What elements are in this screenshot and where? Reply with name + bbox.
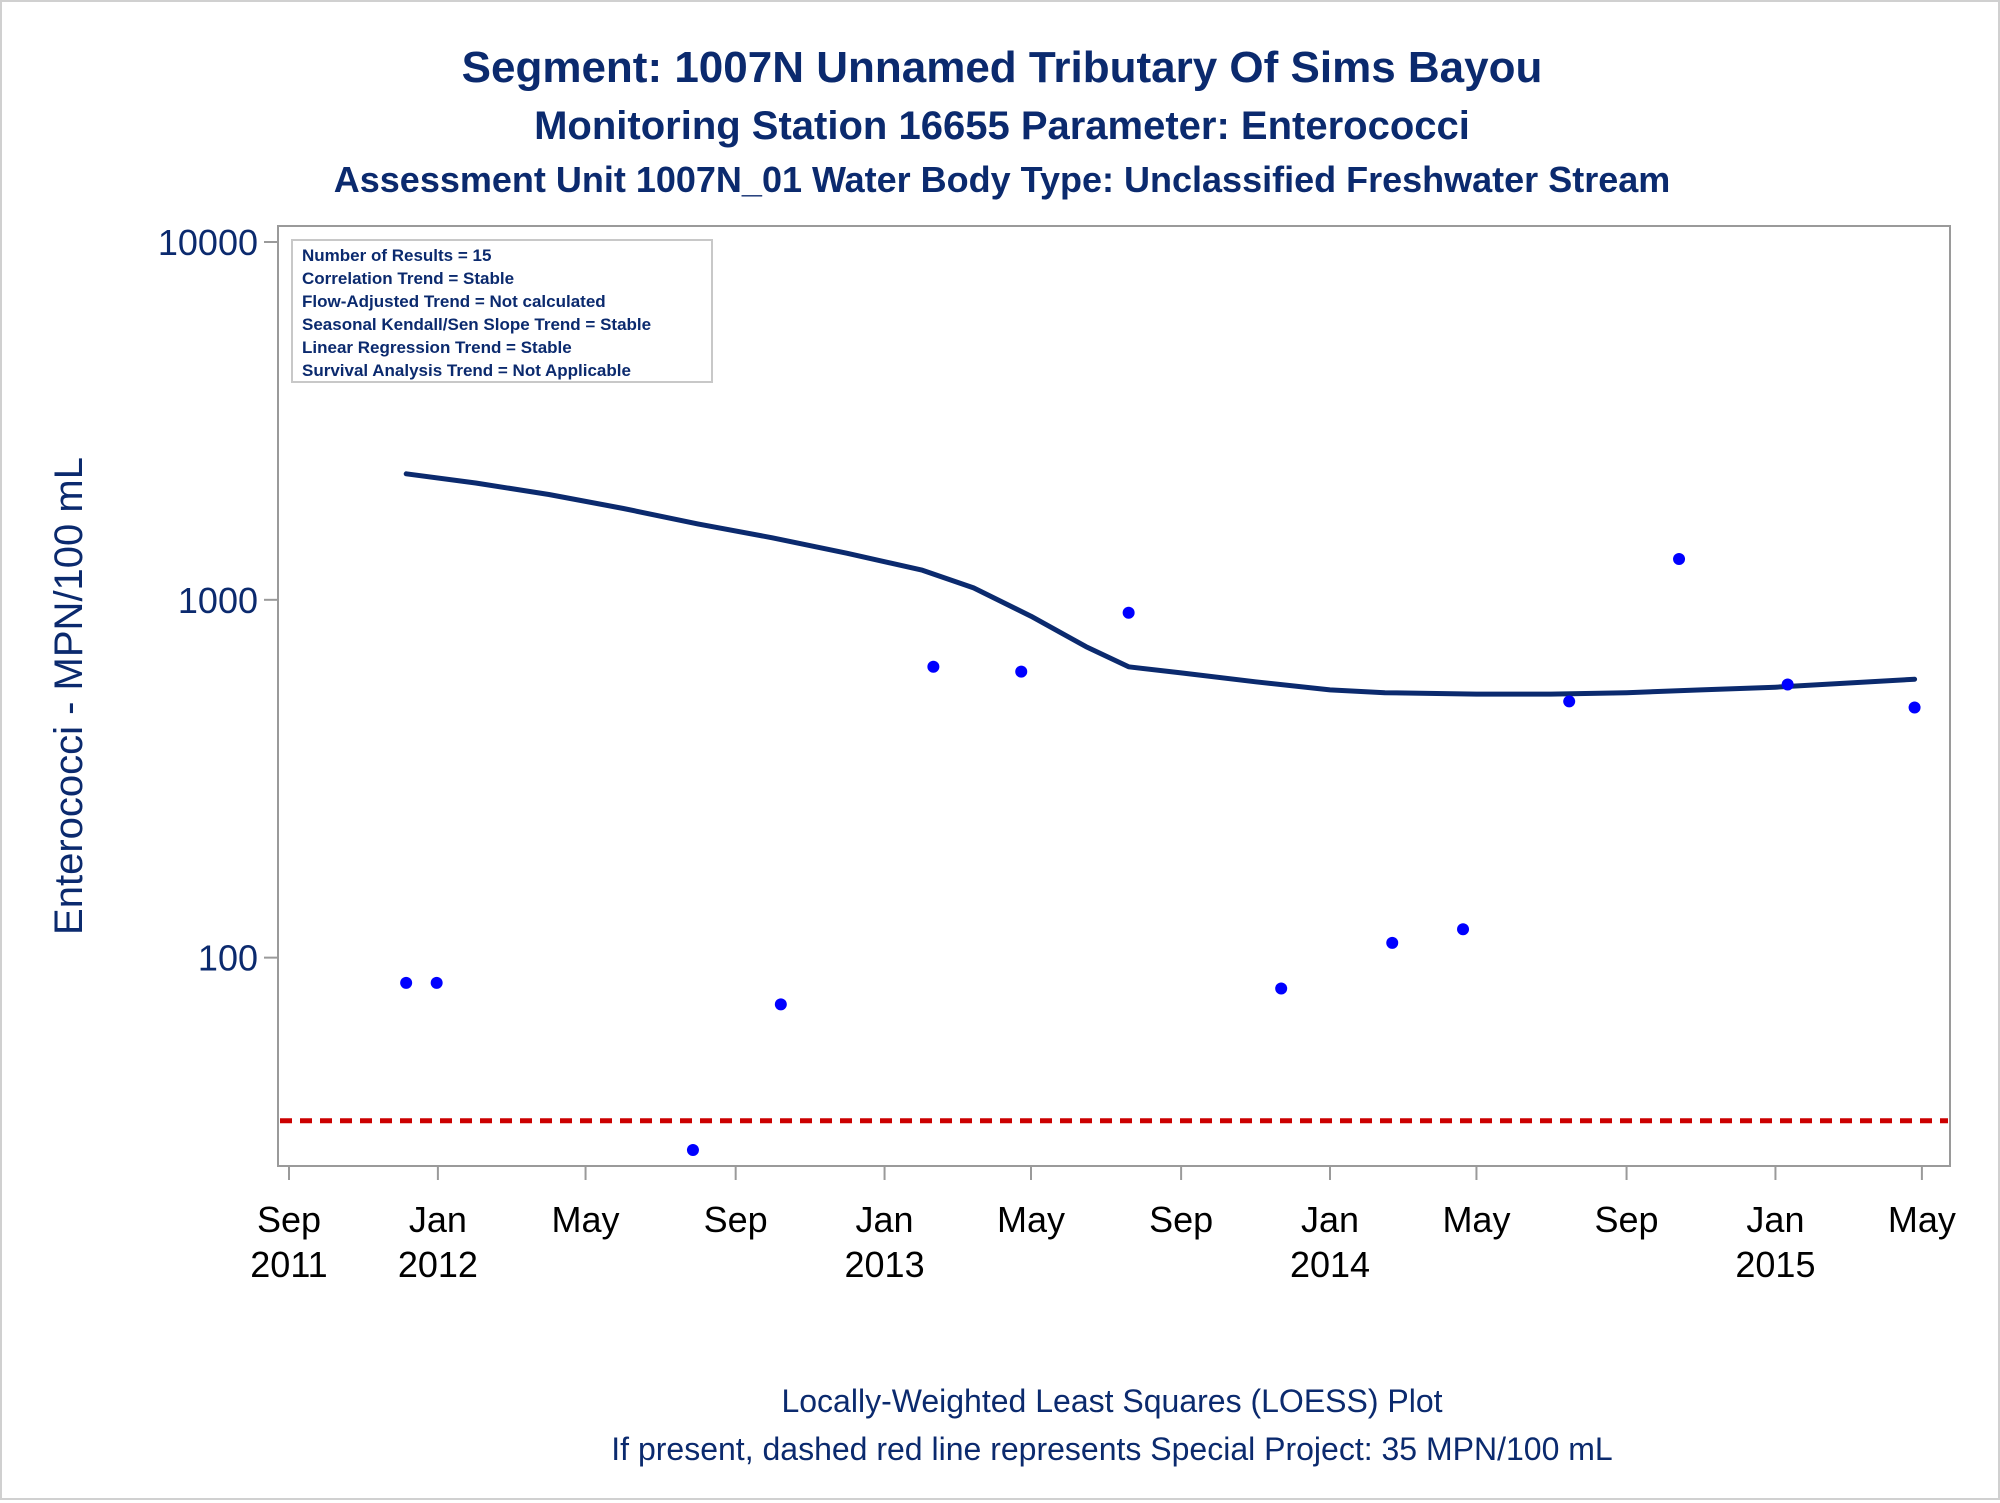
y-axis: 100 1000 10000: [158, 222, 278, 979]
x-tick-label-month: May: [997, 1199, 1065, 1240]
data-point: [1122, 606, 1135, 619]
data-point: [400, 976, 413, 989]
x-tick-label-year: 2011: [250, 1244, 327, 1285]
x-tick-label-month: May: [1888, 1199, 1956, 1240]
x-tick-label-month: May: [552, 1199, 620, 1240]
stat-linear-regression-trend: Linear Regression Trend = Stable: [302, 338, 572, 357]
footnote-loess: Locally-Weighted Least Squares (LOESS) P…: [781, 1383, 1442, 1419]
chart-title: Segment: 1007N Unnamed Tributary Of Sims…: [462, 43, 1543, 92]
stats-box: Number of Results = 15 Correlation Trend…: [291, 239, 713, 383]
stat-seasonal-kendall-trend: Seasonal Kendall/Sen Slope Trend = Stabl…: [302, 315, 651, 334]
footnote-reference: If present, dashed red line represents S…: [611, 1431, 1612, 1467]
y-tick-label: 10000: [158, 222, 258, 263]
stat-correlation-trend: Correlation Trend = Stable: [302, 269, 514, 288]
data-point: [686, 1144, 699, 1156]
x-tick-label-month: Jan: [1746, 1199, 1804, 1240]
data-point: [430, 976, 443, 989]
y-tick-label: 100: [198, 938, 258, 979]
stat-survival-analysis-trend: Survival Analysis Trend = Not Applicable: [302, 361, 631, 380]
stats-box-frame: [291, 239, 713, 383]
x-tick-label-month: Sep: [1595, 1199, 1659, 1240]
data-point: [1275, 982, 1288, 995]
data-point: [1908, 701, 1921, 714]
loess-line-group: [403, 471, 1918, 697]
y-tick-label: 1000: [178, 580, 258, 621]
x-tick-label-month: Jan: [1301, 1199, 1359, 1240]
x-tick-label-year: 2015: [1735, 1244, 1815, 1285]
x-tick-label-month: Sep: [257, 1199, 321, 1240]
data-point: [1781, 678, 1794, 691]
x-tick-label-month: May: [1442, 1199, 1510, 1240]
x-tick-label-month: Jan: [856, 1199, 914, 1240]
stat-flow-adjusted-trend: Flow-Adjusted Trend = Not calculated: [302, 292, 606, 311]
data-point: [1673, 553, 1686, 566]
x-tick-label-year: 2014: [1290, 1244, 1370, 1285]
data-point: [1457, 923, 1470, 936]
data-point: [927, 660, 940, 673]
chart-subtitle: Monitoring Station 16655 Parameter: Ente…: [534, 104, 1470, 148]
x-tick-label-month: Sep: [704, 1199, 768, 1240]
x-tick-label-month: Sep: [1149, 1199, 1213, 1240]
data-points: [400, 239, 1921, 1156]
data-point: [1386, 936, 1399, 949]
x-tick-label-month: Jan: [409, 1199, 467, 1240]
data-point: [1015, 665, 1028, 678]
x-tick-label-year: 2013: [845, 1244, 925, 1285]
data-point: [774, 998, 787, 1011]
loess-line: [403, 471, 1918, 697]
data-point: [1563, 695, 1576, 708]
stat-number-of-results: Number of Results = 15: [302, 246, 491, 265]
chart-subtitle-2: Assessment Unit 1007N_01 Water Body Type…: [334, 159, 1671, 200]
y-axis-label: Enterococci - MPN/100 mL: [47, 457, 91, 935]
x-tick-label-year: 2012: [398, 1244, 478, 1285]
plot-area: [277, 225, 1951, 1167]
